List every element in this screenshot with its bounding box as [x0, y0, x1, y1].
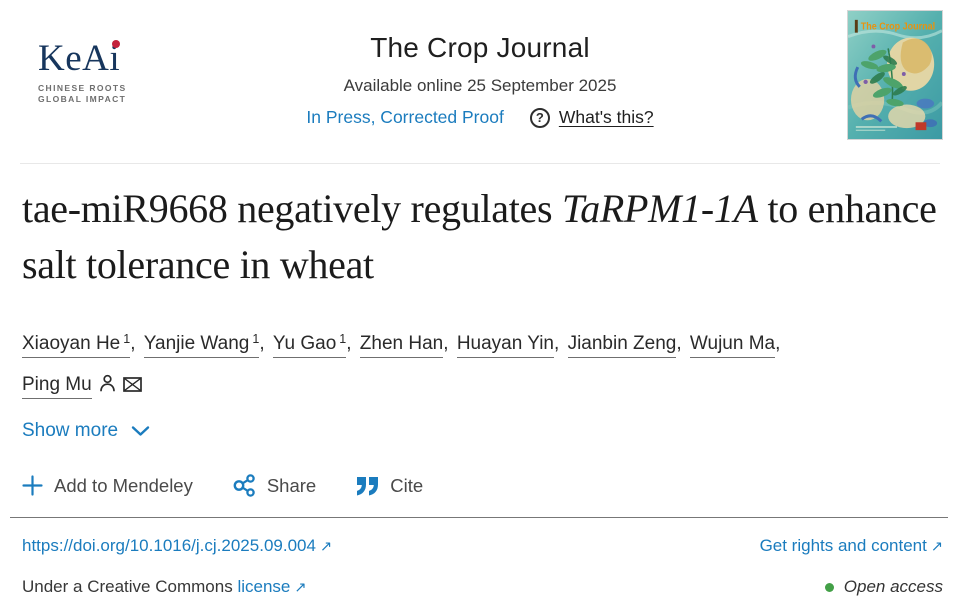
author-link[interactable]: Wujun Ma — [689, 333, 776, 358]
add-to-mendeley-button[interactable]: Add to Mendeley — [22, 475, 193, 497]
publication-status-row: In Press, Corrected Proof ? What's this? — [180, 107, 780, 128]
license-link[interactable]: license ↗ — [237, 577, 307, 596]
author-link[interactable]: Ping Mu — [22, 373, 142, 399]
author-affiliation-sup: 1 — [252, 332, 260, 346]
share-label: Share — [266, 474, 317, 496]
license-row: Under a Creative Commons license ↗ Open a… — [22, 577, 943, 597]
author-link[interactable]: Zhen Han — [359, 333, 444, 358]
show-more-label: Show more — [22, 420, 119, 441]
journal-title-link[interactable]: The Crop Journal — [370, 32, 590, 63]
plus-icon — [22, 475, 43, 496]
author-affiliation-sup: 1 — [123, 332, 131, 346]
cite-quote-icon — [357, 476, 379, 495]
share-icon — [233, 474, 255, 497]
author-separator: , — [775, 333, 781, 354]
header-divider — [20, 163, 940, 164]
author-link[interactable]: Huayan Yin — [456, 333, 554, 358]
whats-this-link[interactable]: What's this? — [558, 107, 654, 127]
license-text: Under a Creative Commons license ↗ — [22, 577, 307, 596]
content-divider — [10, 517, 948, 518]
open-access-badge: Open access — [824, 577, 943, 597]
person-icon — [99, 374, 115, 392]
open-access-dot-icon — [824, 582, 834, 592]
author-separator: , — [259, 333, 270, 354]
cite-button[interactable]: Cite — [356, 475, 423, 497]
keai-wordmark: KeAi — [38, 38, 121, 79]
open-access-label: Open access — [843, 577, 943, 596]
author-link[interactable]: Xiaoyan He 1 — [22, 332, 131, 358]
show-more-button[interactable]: Show more — [22, 420, 150, 442]
share-button[interactable]: Share — [233, 474, 316, 497]
doi-link[interactable]: https://doi.org/10.1016/j.cj.2025.09.004… — [22, 536, 333, 555]
keai-logo[interactable]: KeAi CHINESE ROOTS GLOBAL IMPACT — [38, 40, 127, 105]
author-list: Xiaoyan He 1, Yanjie Wang 1, Yu Gao 1, Zhen… — [22, 324, 906, 406]
author-separator: , — [346, 333, 357, 354]
author-link[interactable]: Yanjie Wang 1 — [143, 332, 260, 358]
keai-tagline: CHINESE ROOTS GLOBAL IMPACT — [38, 83, 127, 104]
journal-cover-image[interactable]: The Crop Journal — [847, 10, 943, 140]
get-rights-link[interactable]: Get rights and content ↗ — [759, 536, 943, 555]
available-online-date: Available online 25 September 2025 — [343, 76, 617, 95]
action-bar: Add to Mendeley Share Cite — [22, 474, 423, 497]
author-link[interactable]: Jianbin Zeng — [567, 333, 677, 358]
envelope-icon — [122, 376, 142, 392]
doi-row: https://doi.org/10.1016/j.cj.2025.09.004… — [22, 536, 943, 556]
article-title-gene-italic: TaRPM1-1A — [561, 186, 758, 231]
cite-label: Cite — [390, 474, 424, 496]
keai-red-dot-icon — [112, 40, 121, 48]
external-link-arrow-icon: ↗ — [294, 580, 307, 596]
author-link[interactable]: Yu Gao 1 — [272, 332, 347, 358]
author-separator: , — [443, 333, 454, 354]
author-separator: , — [130, 333, 141, 354]
mendeley-label: Add to Mendeley — [54, 474, 193, 496]
chevron-down-icon — [131, 426, 150, 436]
journal-header-center: The Crop Journal Available online 25 Sep… — [180, 32, 780, 128]
journal-header: KeAi CHINESE ROOTS GLOBAL IMPACT The Cro… — [0, 0, 960, 163]
author-affiliation-sup: 1 — [339, 332, 347, 346]
in-press-link[interactable]: In Press, Corrected Proof — [306, 107, 504, 127]
article-title: tae-miR9668 negatively regulates TaRPM1-… — [22, 186, 937, 287]
external-link-arrow-icon: ↗ — [930, 539, 943, 555]
author-separator: , — [676, 333, 687, 354]
question-mark-icon[interactable]: ? — [529, 107, 550, 128]
cover-title-text: The Crop Journal — [861, 22, 936, 33]
author-separator: , — [554, 333, 565, 354]
external-link-arrow-icon: ↗ — [319, 539, 333, 555]
